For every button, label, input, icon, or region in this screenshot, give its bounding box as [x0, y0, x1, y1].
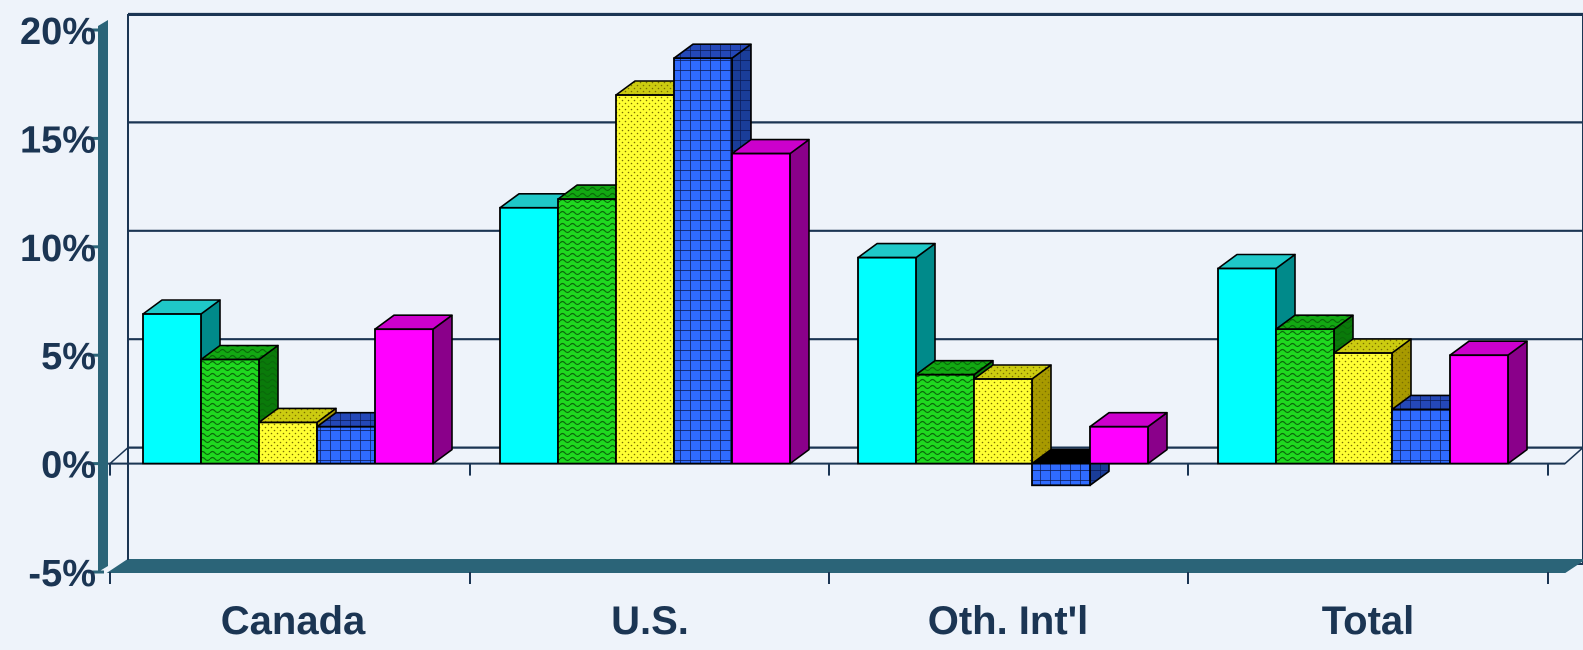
bar: [374, 314, 453, 465]
gridlines: [100, 12, 1583, 565]
x-tick-label: Oth. Int'l: [928, 599, 1089, 643]
y-tick-label: 0%: [41, 445, 96, 487]
bar: [973, 364, 1052, 465]
y-axis: [98, 20, 108, 572]
labels: -5% 0% 5% 10% 15% 20% Canada U.S. Oth. Int'l Tota…: [20, 11, 1414, 643]
x-tick-label: Canada: [221, 599, 366, 643]
y-tick-label: -5%: [28, 553, 96, 595]
bar: [1333, 338, 1412, 465]
bar: [1449, 340, 1528, 465]
x-tick-label: U.S.: [611, 599, 689, 643]
axes: [88, 15, 1583, 584]
y-tick-label: 10%: [20, 228, 96, 270]
back-wall: [127, 14, 1583, 565]
x-tick-label: Total: [1322, 599, 1415, 643]
y-tick-label: 20%: [20, 11, 96, 53]
bar: [731, 138, 810, 465]
bar: [1089, 411, 1168, 465]
y-tick-label: 5%: [41, 336, 96, 378]
y-tick-label: 15%: [20, 119, 96, 161]
floor: [106, 559, 1583, 573]
bars: [142, 43, 1528, 487]
bar: [1391, 394, 1470, 465]
